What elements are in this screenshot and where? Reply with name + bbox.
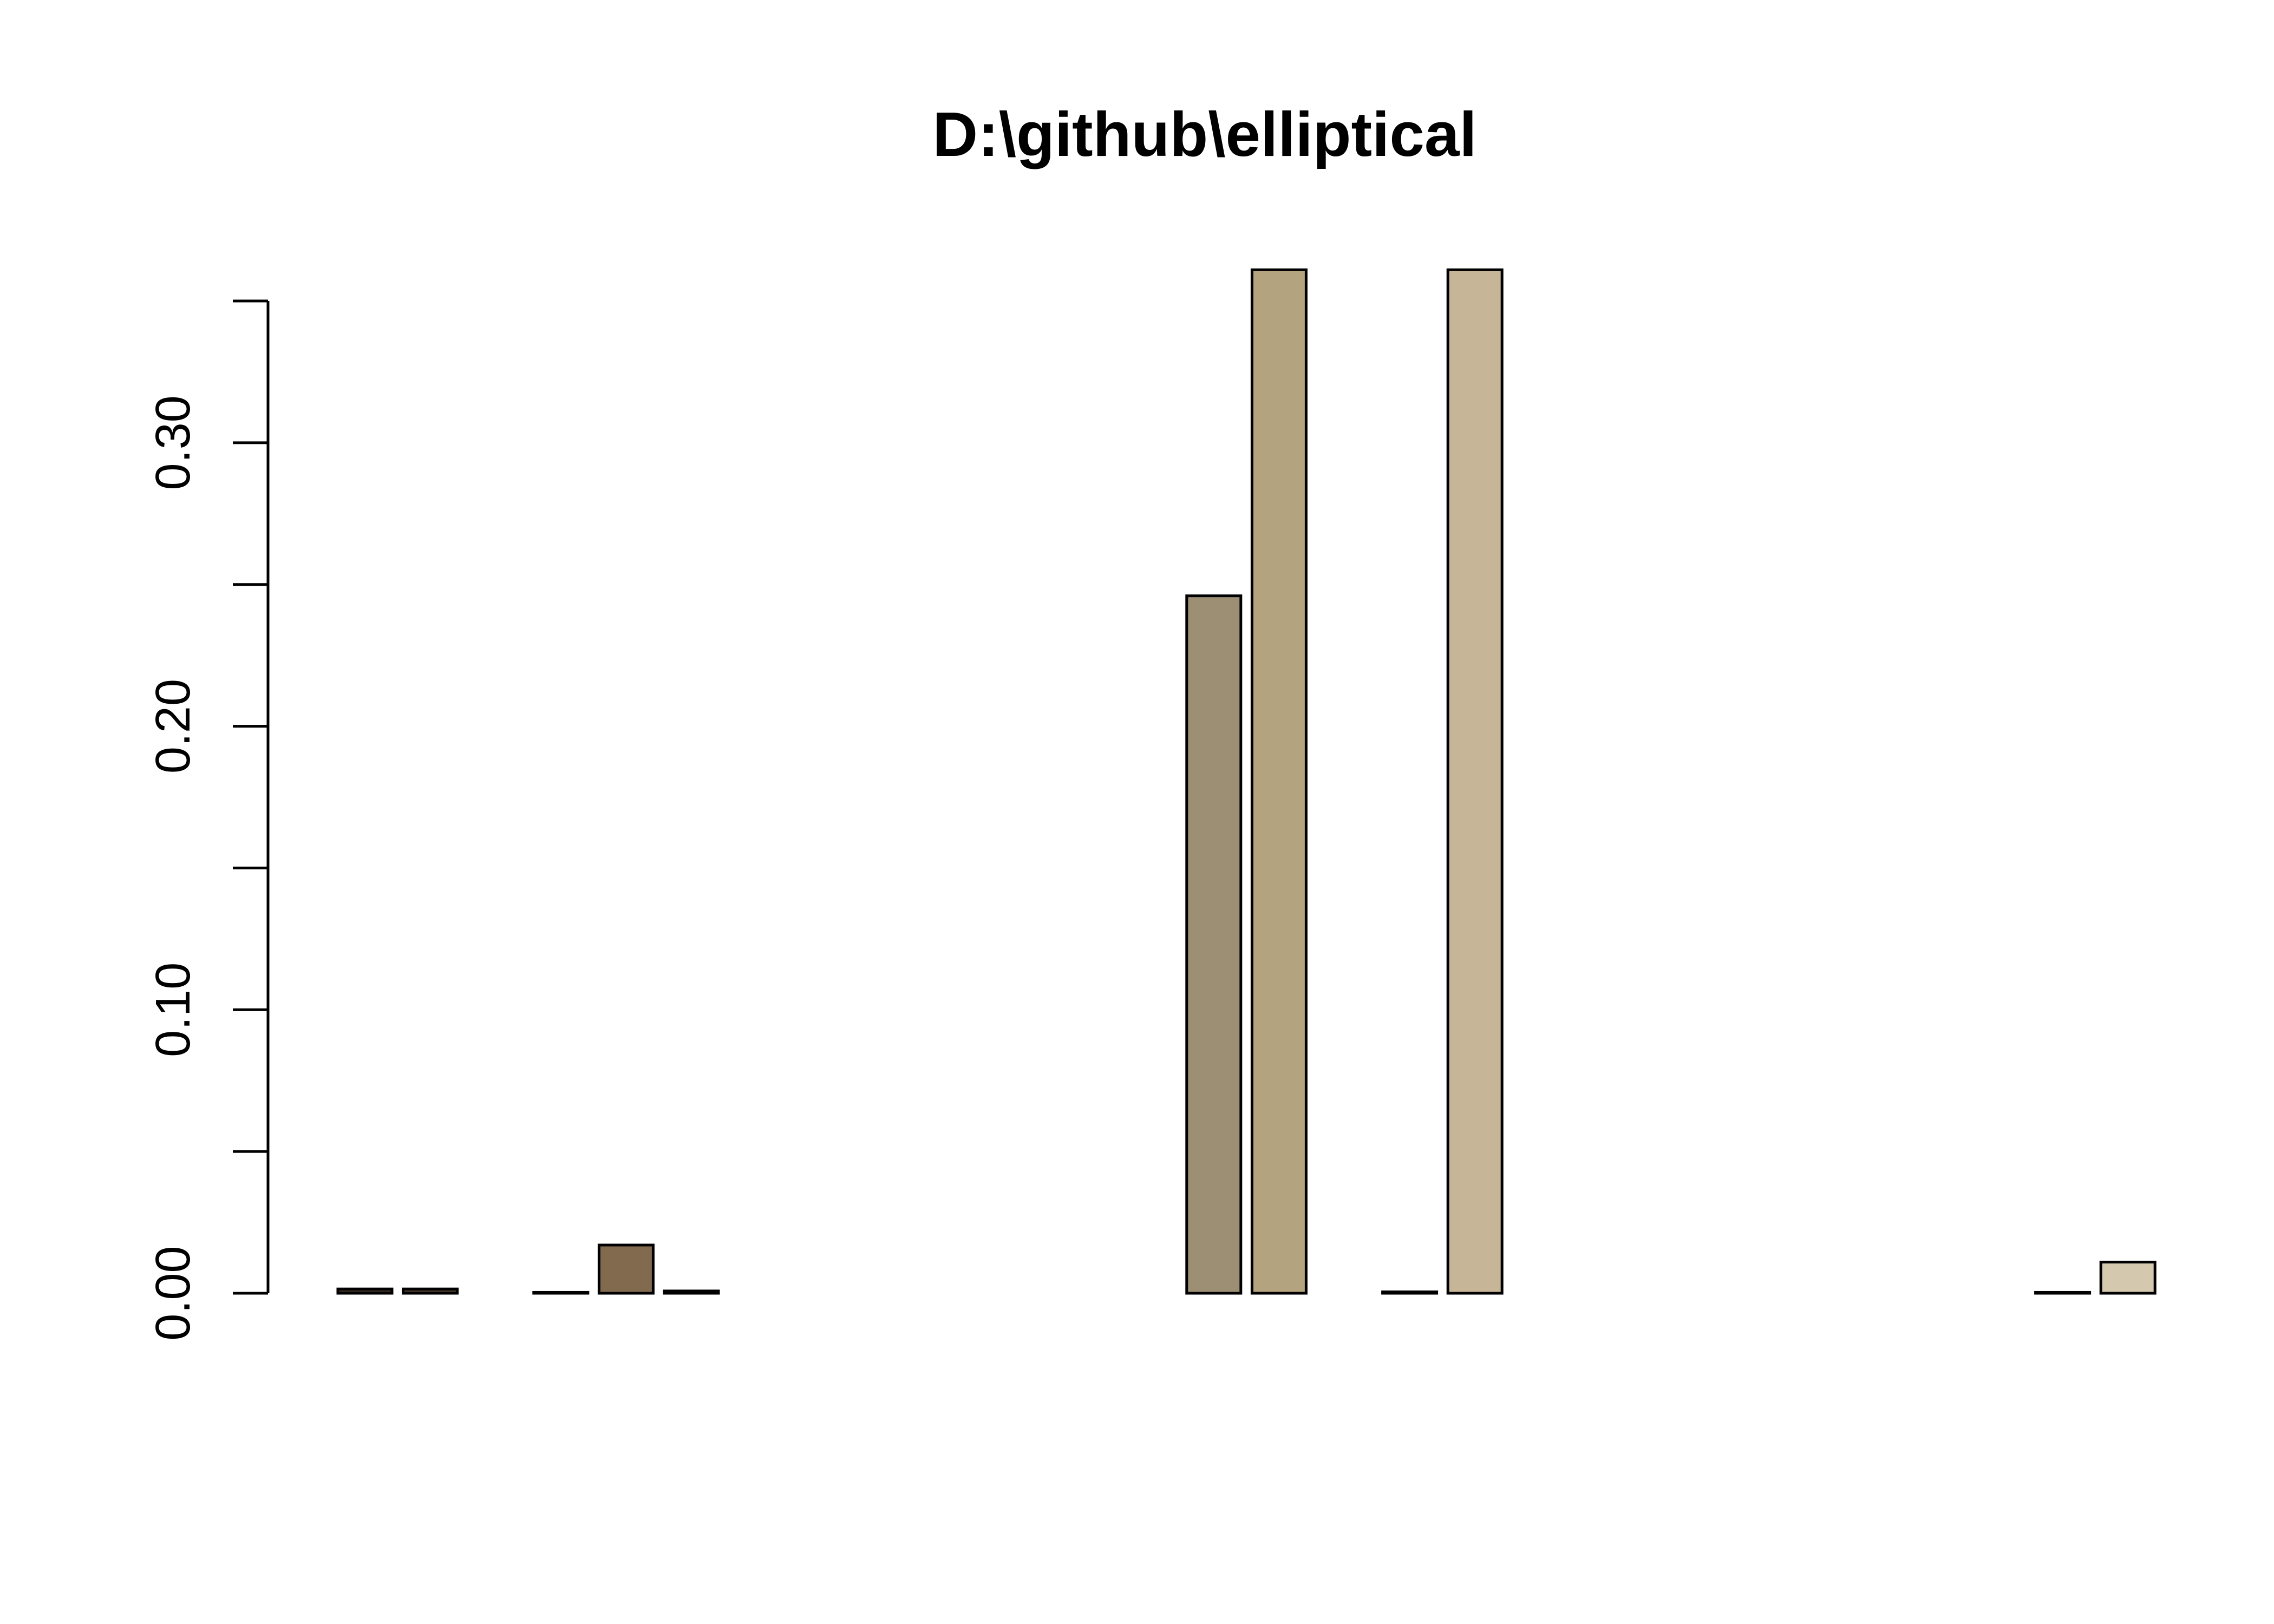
- bar: [1250, 268, 1308, 1295]
- bar: [402, 1287, 459, 1295]
- bar: [2099, 1260, 2157, 1295]
- y-tick-label: 0.30: [146, 395, 200, 490]
- bar: [532, 1291, 590, 1295]
- bars: [336, 268, 2157, 1295]
- bar: [663, 1289, 720, 1295]
- bar: [1185, 594, 1243, 1295]
- y-tick-label: 0.00: [146, 1246, 200, 1340]
- y-tick-label: 0.10: [146, 962, 200, 1057]
- y-tick-label: 0.20: [146, 679, 200, 774]
- bar: [597, 1243, 655, 1295]
- bar: [336, 1287, 394, 1295]
- y-axis-ticks: 0.00 0.10 0.20 0.30: [146, 299, 268, 1341]
- chart-title: D:\github\elliptical: [932, 99, 1476, 169]
- bar: [1446, 268, 1504, 1295]
- bar: [2034, 1291, 2092, 1295]
- bar: [1381, 1290, 1439, 1295]
